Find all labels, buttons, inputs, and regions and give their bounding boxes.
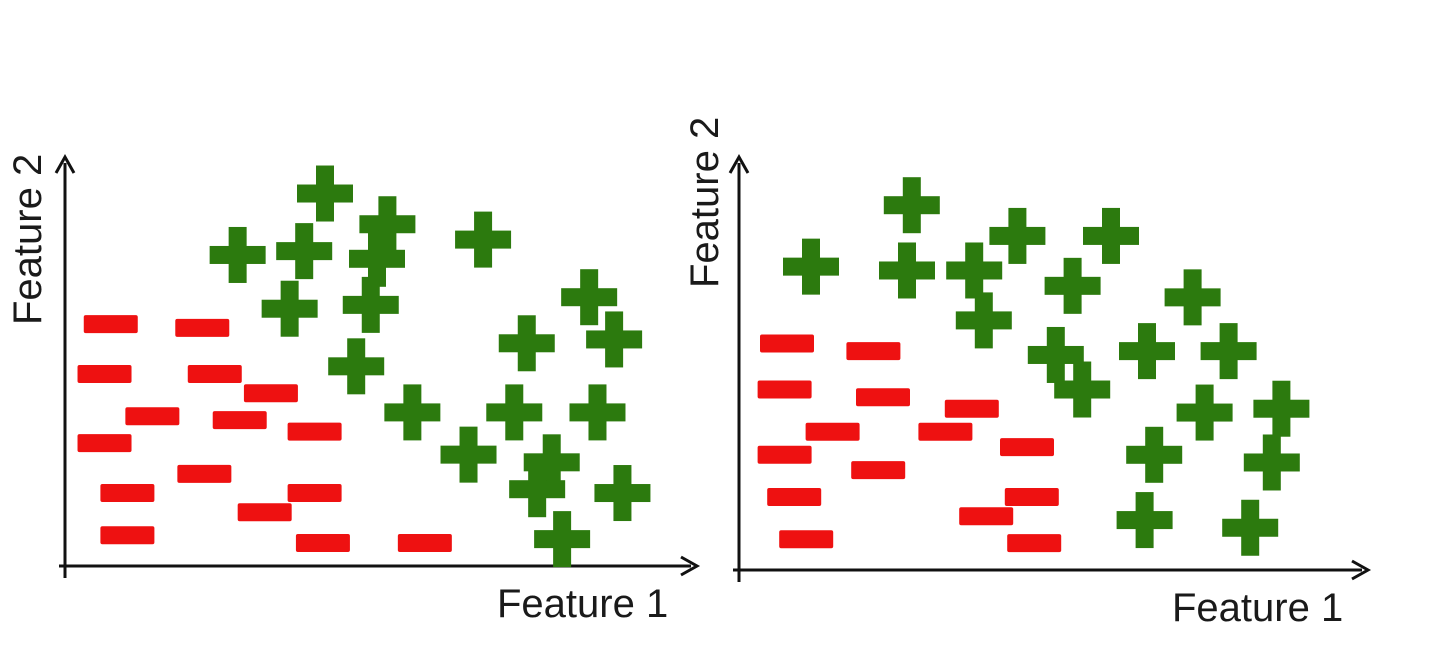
plus-marker bbox=[561, 269, 618, 326]
minus-marker bbox=[187, 365, 242, 383]
plus-marker bbox=[349, 230, 405, 287]
minus-marker bbox=[856, 388, 910, 407]
minus-marker bbox=[959, 507, 1014, 526]
plus-marker bbox=[1222, 499, 1279, 556]
minus-marker bbox=[77, 365, 132, 383]
plus-marker bbox=[1253, 380, 1310, 437]
minus-marker bbox=[851, 461, 906, 480]
plus-marker bbox=[1027, 326, 1084, 383]
minus-marker bbox=[212, 411, 267, 430]
plus-marker bbox=[534, 511, 591, 568]
minus-marker bbox=[1007, 534, 1062, 553]
minus-marker bbox=[175, 318, 230, 337]
left-panel: Feature 1 Feature 2 bbox=[6, 153, 701, 626]
right-y-axis-arrow bbox=[728, 153, 750, 174]
minus-marker bbox=[177, 464, 232, 483]
plus-marker bbox=[209, 226, 266, 283]
plus-marker bbox=[1054, 361, 1111, 418]
right-x-axis-label: Feature 1 bbox=[1172, 586, 1344, 630]
minus-marker bbox=[100, 526, 155, 545]
minus-marker bbox=[757, 380, 812, 399]
plus-marker bbox=[1200, 323, 1257, 380]
plus-marker bbox=[1243, 434, 1300, 491]
plus-marker bbox=[384, 384, 441, 441]
plus-marker bbox=[883, 177, 940, 234]
minus-marker bbox=[1000, 438, 1054, 457]
minus-marker bbox=[77, 434, 132, 453]
right-panel: Feature 1 Feature 2 bbox=[683, 0, 1434, 661]
plus-marker bbox=[1083, 207, 1139, 264]
plus-marker bbox=[879, 242, 935, 299]
plus-marker bbox=[1116, 492, 1173, 549]
plus-marker bbox=[328, 338, 385, 395]
plus-marker bbox=[440, 426, 497, 483]
plus-marker bbox=[359, 196, 416, 253]
minus-marker bbox=[767, 488, 822, 507]
minus-marker bbox=[779, 530, 834, 549]
minus-marker bbox=[918, 422, 973, 441]
plus-marker bbox=[1164, 269, 1221, 326]
minus-marker bbox=[805, 422, 860, 441]
plus-marker bbox=[297, 165, 353, 222]
left-x-axis-arrow bbox=[680, 555, 701, 577]
minus-marker bbox=[1004, 488, 1059, 507]
minus-marker bbox=[757, 445, 812, 464]
plus-marker bbox=[342, 276, 399, 333]
plus-marker bbox=[1126, 426, 1183, 483]
minus-marker bbox=[397, 533, 452, 552]
left-y-axis-arrow bbox=[54, 153, 76, 174]
minus-marker bbox=[125, 407, 180, 426]
right-x-axis-arrow bbox=[1351, 559, 1372, 581]
left-scatter-plot bbox=[54, 153, 701, 578]
plus-marker bbox=[569, 384, 626, 441]
right-y-axis-label: Feature 2 bbox=[683, 116, 727, 288]
plus-marker bbox=[486, 384, 543, 441]
plus-marker bbox=[586, 311, 643, 368]
plus-marker bbox=[455, 211, 512, 268]
plus-marker bbox=[594, 465, 651, 522]
minus-marker bbox=[944, 399, 999, 418]
minus-marker bbox=[295, 533, 350, 552]
plus-marker bbox=[276, 223, 333, 280]
minus-marker bbox=[760, 334, 814, 353]
minus-marker bbox=[846, 342, 901, 361]
minus-marker bbox=[83, 315, 138, 334]
minus-marker bbox=[287, 484, 342, 503]
minus-marker bbox=[287, 422, 342, 441]
plus-marker bbox=[261, 280, 318, 337]
plus-marker bbox=[989, 207, 1046, 264]
plus-marker bbox=[783, 238, 839, 295]
plus-marker bbox=[946, 242, 1003, 299]
plus-marker bbox=[955, 292, 1012, 349]
plus-marker bbox=[1119, 323, 1175, 380]
plus-marker bbox=[509, 461, 566, 518]
left-x-axis-label: Feature 1 bbox=[497, 582, 669, 626]
plus-marker bbox=[1044, 257, 1101, 314]
minus-marker bbox=[100, 484, 155, 503]
right-scatter-plot bbox=[728, 153, 1372, 582]
left-y-axis-label: Feature 2 bbox=[6, 153, 50, 325]
plus-marker bbox=[498, 315, 555, 372]
minus-marker bbox=[237, 503, 292, 522]
minus-marker bbox=[243, 384, 298, 403]
plus-marker bbox=[1176, 384, 1233, 441]
